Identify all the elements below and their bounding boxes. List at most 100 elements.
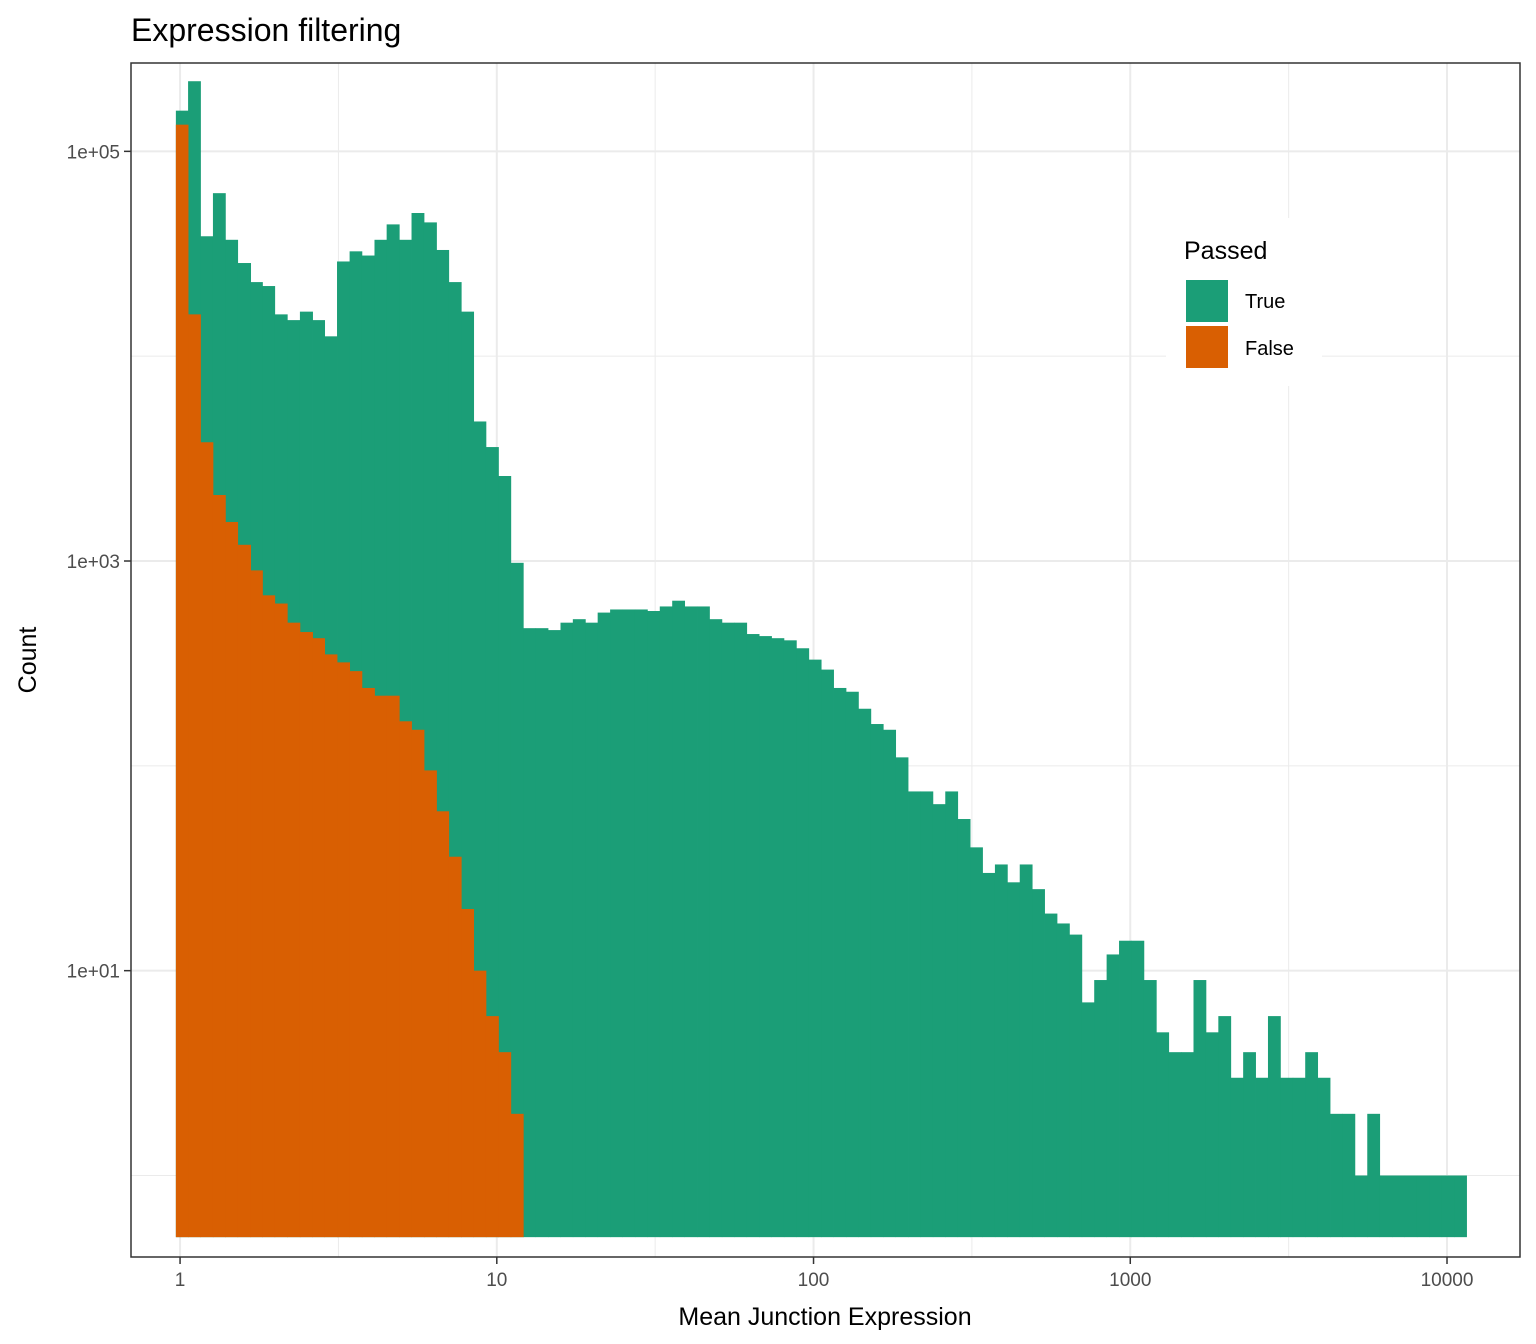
bar-false	[200, 442, 214, 1238]
bar-false	[399, 721, 412, 1238]
bar-true	[1404, 1175, 1418, 1238]
bar-true	[1193, 980, 1207, 1238]
x-axis: 1 10 100 1000 10000	[175, 1257, 1474, 1291]
bar-true	[684, 606, 698, 1238]
bar-true	[510, 562, 524, 1238]
bar-false	[324, 654, 338, 1238]
legend-key-false	[1186, 326, 1228, 368]
bar-true	[858, 708, 872, 1238]
chart-title: Expression filtering	[131, 12, 401, 48]
bar-true	[672, 600, 686, 1238]
bar-true	[845, 691, 859, 1238]
bar-true	[622, 609, 636, 1238]
bar-true	[1168, 1052, 1182, 1238]
bar-false	[374, 695, 388, 1238]
bar-false	[299, 632, 313, 1238]
bar-false	[237, 544, 252, 1238]
bar-true	[548, 630, 561, 1238]
bar-false	[225, 522, 239, 1238]
x-tick-label: 10	[486, 1270, 507, 1291]
bar-true	[982, 872, 996, 1238]
bar-true	[1056, 923, 1070, 1238]
bar-true	[1205, 1032, 1219, 1238]
legend: Passed True False	[1166, 218, 1322, 386]
bar-true	[610, 609, 623, 1238]
x-tick-label: 10000	[1421, 1270, 1474, 1291]
bar-true	[771, 638, 785, 1238]
bar-true	[945, 791, 959, 1238]
bar-true	[1292, 1077, 1306, 1238]
bar-true	[1218, 1016, 1232, 1238]
bar-true	[697, 606, 710, 1238]
bar-true	[1305, 1052, 1319, 1238]
bar-true	[560, 622, 574, 1238]
bar-true	[634, 609, 648, 1238]
bar-false	[287, 622, 301, 1238]
bar-false	[349, 671, 363, 1238]
bar-true	[746, 634, 760, 1238]
bar-false	[423, 770, 437, 1238]
bar-true	[870, 724, 884, 1238]
bar-true	[932, 804, 946, 1238]
bar-true	[585, 622, 599, 1238]
bar-true	[1181, 1052, 1194, 1238]
bar-true	[1081, 1002, 1095, 1238]
bar-false	[386, 695, 400, 1238]
bar-false	[448, 856, 462, 1238]
bar-true	[1429, 1175, 1443, 1238]
bar-false	[262, 595, 276, 1238]
bar-false	[485, 1016, 499, 1238]
bar-true	[821, 669, 834, 1238]
bar-true	[833, 687, 847, 1238]
bar-true	[808, 659, 822, 1238]
bar-false	[250, 570, 263, 1238]
bar-true	[1019, 864, 1033, 1238]
bar-true	[1106, 954, 1120, 1238]
x-tick-label: 100	[798, 1270, 830, 1291]
bar-false	[461, 909, 475, 1238]
bar-true	[709, 619, 723, 1238]
bar-true	[994, 864, 1008, 1238]
bar-true	[1342, 1113, 1356, 1238]
bar-true	[1131, 940, 1145, 1238]
bar-true	[1317, 1077, 1331, 1238]
bar-false	[510, 1113, 524, 1238]
bar-true	[721, 622, 735, 1238]
legend-label-false: False	[1245, 338, 1294, 360]
x-tick-label: 1	[175, 1270, 186, 1291]
bar-true	[920, 791, 934, 1238]
bar-false	[473, 970, 487, 1238]
bar-true	[1044, 913, 1058, 1238]
bar-false	[337, 662, 351, 1238]
bar-true	[1143, 980, 1157, 1238]
bar-true	[1069, 934, 1083, 1238]
bar-true	[957, 819, 971, 1238]
bar-false	[188, 314, 201, 1238]
bar-true	[1094, 980, 1108, 1238]
bar-true	[1119, 940, 1132, 1238]
bar-true	[1156, 1032, 1170, 1238]
bar-true	[908, 791, 921, 1238]
bar-false	[274, 603, 288, 1238]
bar-true	[1267, 1016, 1281, 1238]
y-tick-label: 1e+05	[67, 142, 120, 163]
bar-true	[1454, 1175, 1467, 1238]
x-axis-title: Mean Junction Expression	[678, 1303, 971, 1331]
plot-panel-border	[130, 62, 1521, 1258]
bar-true	[1441, 1175, 1455, 1238]
bar-true	[1032, 889, 1045, 1238]
bar-true	[759, 636, 772, 1238]
bar-true	[796, 648, 810, 1238]
legend-label-true: True	[1245, 291, 1285, 313]
bar-true	[1367, 1113, 1381, 1238]
bar-true	[498, 476, 512, 1238]
bar-true	[1230, 1077, 1244, 1238]
bar-false	[212, 495, 226, 1238]
bar-true	[572, 619, 586, 1238]
y-axis: 1e+01 1e+03 1e+05	[67, 142, 131, 983]
bar-true	[783, 640, 797, 1238]
bar-true	[1392, 1175, 1405, 1238]
bar-true	[734, 622, 748, 1238]
bar-true	[1330, 1113, 1343, 1238]
